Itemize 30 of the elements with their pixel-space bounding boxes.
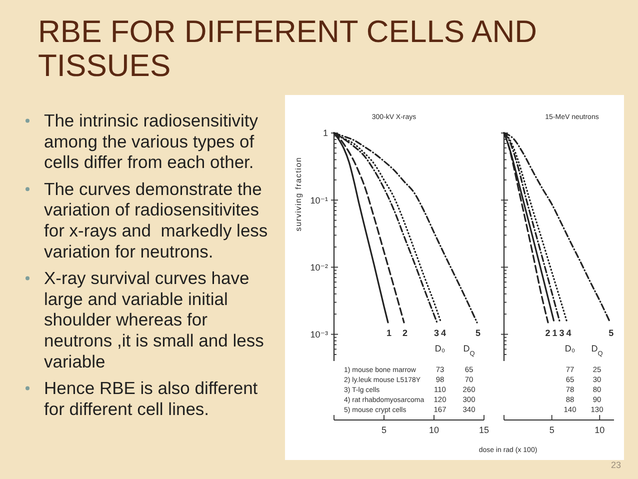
series-label: 2 — [402, 328, 408, 338]
x-tick-label: 10 — [594, 425, 605, 435]
series-label: 4 — [566, 328, 572, 338]
annotation: D$_{Q}$ — [591, 344, 603, 357]
series-label: 5 — [475, 328, 481, 338]
text: X-ray survival curves have large and variable initial shoulder whereas for neutrons ,it is small and less variable — [44, 268, 264, 372]
y-tick-label: 1 — [322, 128, 328, 138]
y-axis-title: surviving fraction — [294, 156, 303, 232]
series-label: 1 — [552, 328, 558, 338]
text: 23 — [610, 460, 622, 470]
annotation: D₀ — [434, 344, 446, 354]
x-tick-label: 15 — [478, 425, 490, 435]
series-label: 1 — [386, 328, 392, 338]
text: The intrinsic radiosensitivity among the various types of cells differ from each other. — [44, 110, 258, 172]
series-label: 4 — [440, 328, 446, 338]
text: RBE FOR DIFFERENT CELLS AND TISSUES — [38, 14, 537, 83]
x-tick-label: 5 — [381, 425, 387, 435]
text: Hence RBE is also different for different cell lines. — [44, 378, 258, 419]
x-tick-label: 10 — [428, 425, 440, 435]
y-tick-label: 10⁻² — [310, 262, 328, 272]
annotation: D$_{Q}$ — [463, 344, 475, 357]
y-tick-label: 10⁻¹ — [310, 195, 328, 206]
series-label: 3 — [434, 328, 440, 338]
x-tick-label: 5 — [549, 425, 554, 435]
series-label: 3 — [559, 328, 564, 338]
series-label: 5 — [608, 328, 614, 338]
text: The curves demonstrate the variation of radiosensitivites for x-rays and markedly less variation for neutrons. — [44, 178, 268, 262]
y-tick-label: 10⁻³ — [310, 330, 328, 340]
annotation: D₀ — [564, 344, 576, 354]
series-label: 2 — [545, 328, 550, 338]
